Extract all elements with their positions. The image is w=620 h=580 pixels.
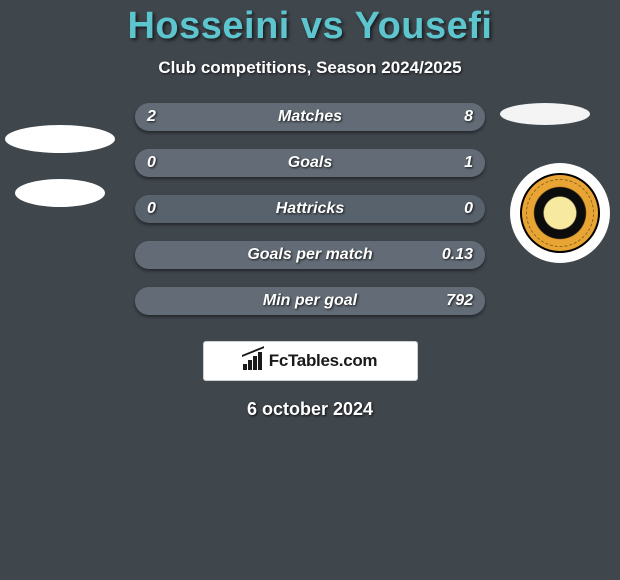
page-title: Hosseini vs Yousefi [0, 5, 620, 48]
ellipse-shape [500, 103, 590, 125]
stat-label: Goals [135, 149, 485, 177]
stat-label: Min per goal [135, 287, 485, 315]
stat-bar: 0.13Goals per match [135, 241, 485, 269]
brand-box[interactable]: FcTables.com [203, 341, 418, 381]
stat-bar: 01Goals [135, 149, 485, 177]
stat-label: Goals per match [135, 241, 485, 269]
team-right-logo [510, 163, 610, 263]
ellipse-shape [5, 125, 115, 153]
club-badge [510, 163, 610, 263]
stat-bar: 792Min per goal [135, 287, 485, 315]
ellipse-shape [15, 179, 105, 207]
infographic-root: Hosseini vs Yousefi Club competitions, S… [0, 0, 620, 420]
brand-text: FcTables.com [269, 351, 378, 371]
team-left-logo [0, 103, 130, 243]
subtitle: Club competitions, Season 2024/2025 [0, 58, 620, 78]
badge-ring-icon [520, 173, 600, 253]
stat-label: Hattricks [135, 195, 485, 223]
stat-bar: 00Hattricks [135, 195, 485, 223]
stat-label: Matches [135, 103, 485, 131]
stat-bars: 28Matches 01Goals 00Hattricks 0.13Goals per… [135, 103, 485, 315]
stat-bar: 28Matches [135, 103, 485, 131]
bar-chart-icon [243, 352, 265, 370]
date-label: 6 october 2024 [0, 399, 620, 420]
chart-area: 28Matches 01Goals 00Hattricks 0.13Goals per… [0, 103, 620, 315]
